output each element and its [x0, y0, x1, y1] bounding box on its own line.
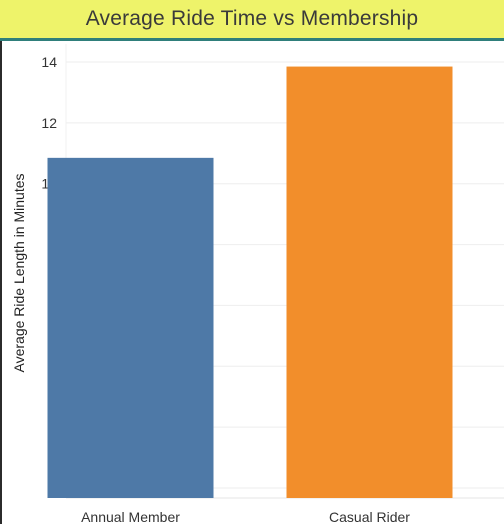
y-tick-label: 12	[41, 115, 57, 131]
x-tick-label: Annual Member	[81, 509, 180, 524]
x-tick-label: Casual Rider	[329, 509, 410, 524]
bar-casual-rider	[287, 67, 453, 498]
y-axis-title: Average Ride Length in Minutes	[11, 174, 27, 373]
y-tick-label: 14	[41, 54, 57, 70]
x-axis-ticks: Annual Member Casual Rider	[81, 509, 410, 524]
bar-annual-member	[48, 158, 214, 498]
bars	[48, 67, 453, 498]
